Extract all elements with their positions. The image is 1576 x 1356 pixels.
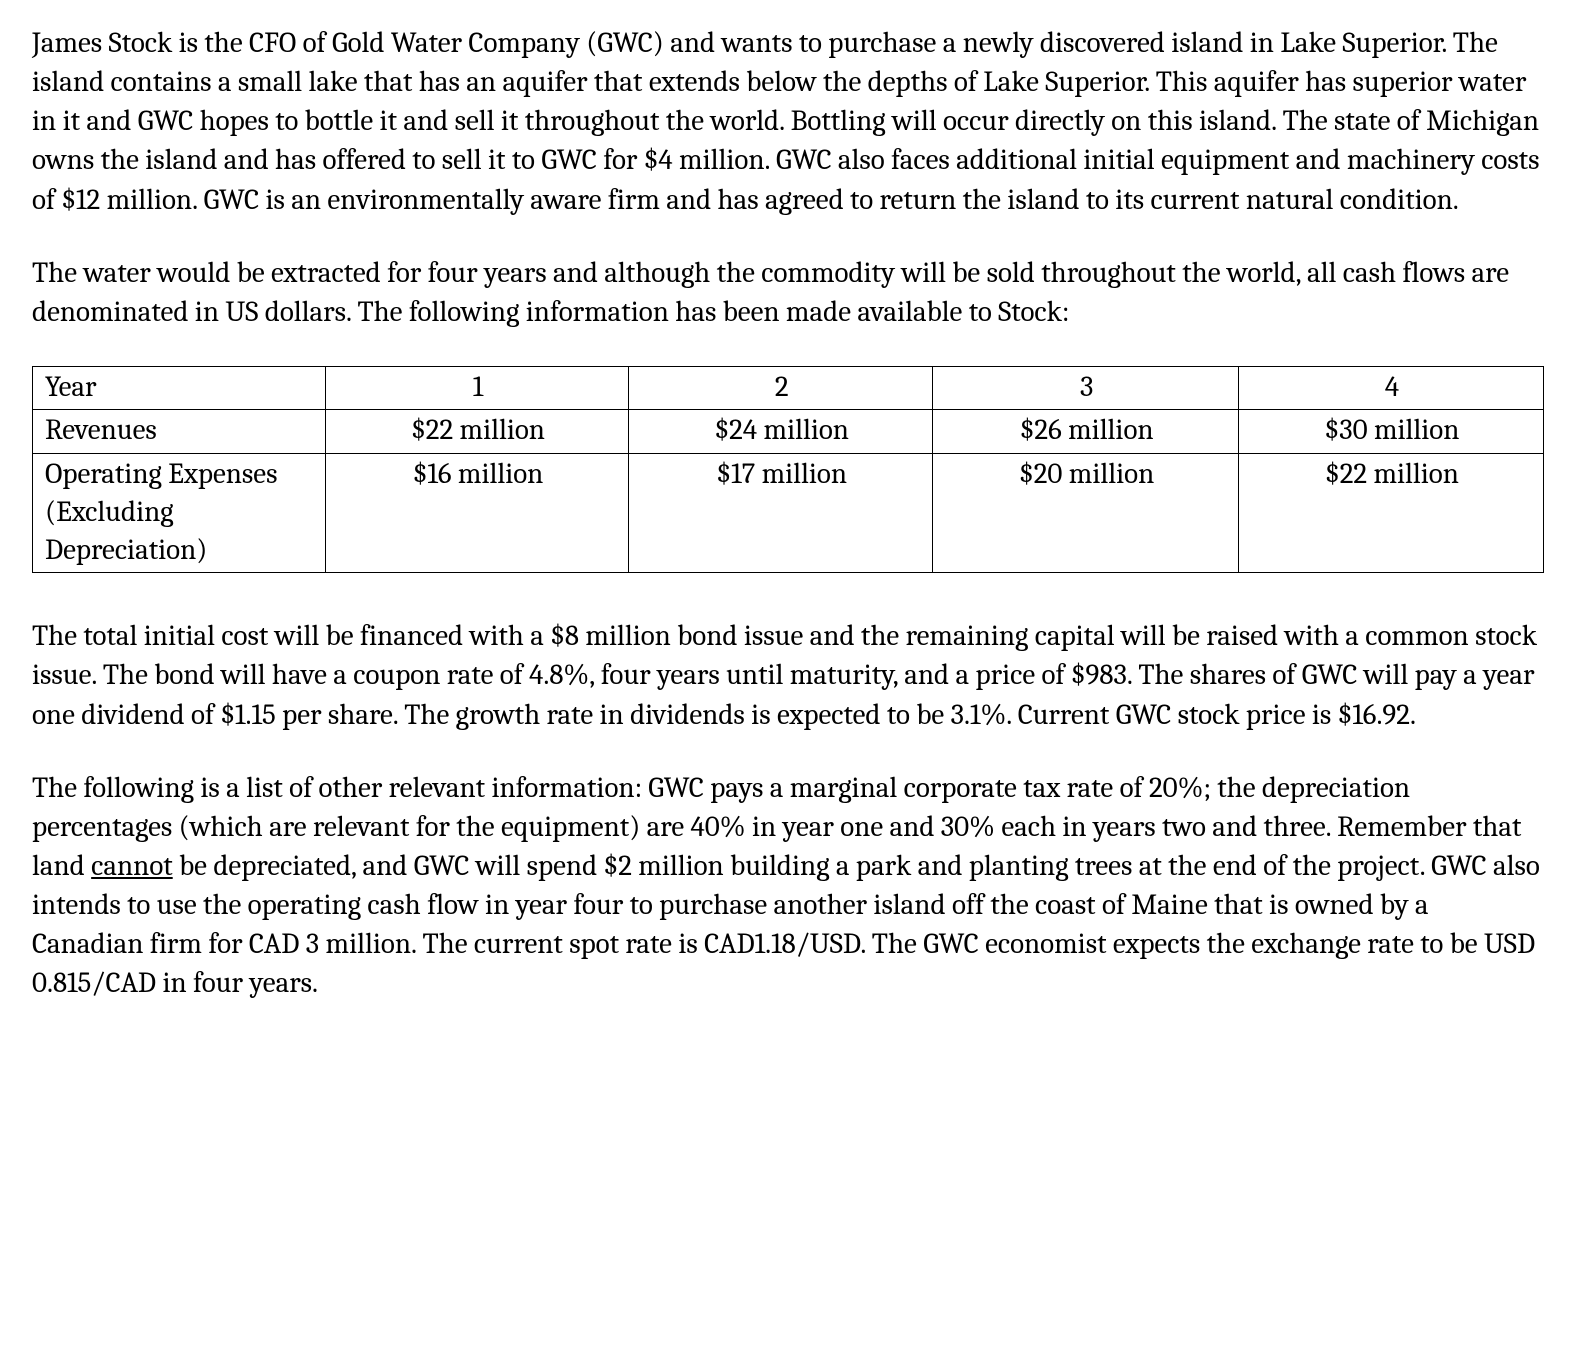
projections-table: Year 1 2 3 4 Revenues $22 million $24 mi… [32,366,1544,573]
cell: $24 million [629,410,933,453]
col-header-2: 2 [629,366,933,409]
underlined-word-cannot: cannot [91,850,173,883]
row-label-opex: Operating Expenses (Excluding Depreciati… [33,453,326,573]
paragraph-3: The total initial cost will be financed … [32,617,1544,734]
cell: $26 million [933,410,1239,453]
cell: $30 million [1238,410,1543,453]
table-row: Revenues $22 million $24 million $26 mil… [33,410,1544,453]
col-header-1: 1 [326,366,629,409]
cell: $17 million [629,453,933,573]
cell: $22 million [326,410,629,453]
cell: $16 million [326,453,629,573]
col-header-year: Year [33,366,326,409]
document-page: James Stock is the CFO of Gold Water Com… [0,0,1576,1044]
cell: $20 million [933,453,1239,573]
col-header-3: 3 [933,366,1239,409]
paragraph-2: The water would be extracted for four ye… [32,254,1544,332]
col-header-4: 4 [1238,366,1543,409]
paragraph-1: James Stock is the CFO of Gold Water Com… [32,24,1544,220]
table-row: Year 1 2 3 4 [33,366,1544,409]
row-label-revenues: Revenues [33,410,326,453]
paragraph-4-part-b: be depreciated, and GWC will spend $2 mi… [32,850,1540,1000]
cell: $22 million [1238,453,1543,573]
table-row: Operating Expenses (Excluding Depreciati… [33,453,1544,573]
paragraph-4: The following is a list of other relevan… [32,769,1544,1004]
